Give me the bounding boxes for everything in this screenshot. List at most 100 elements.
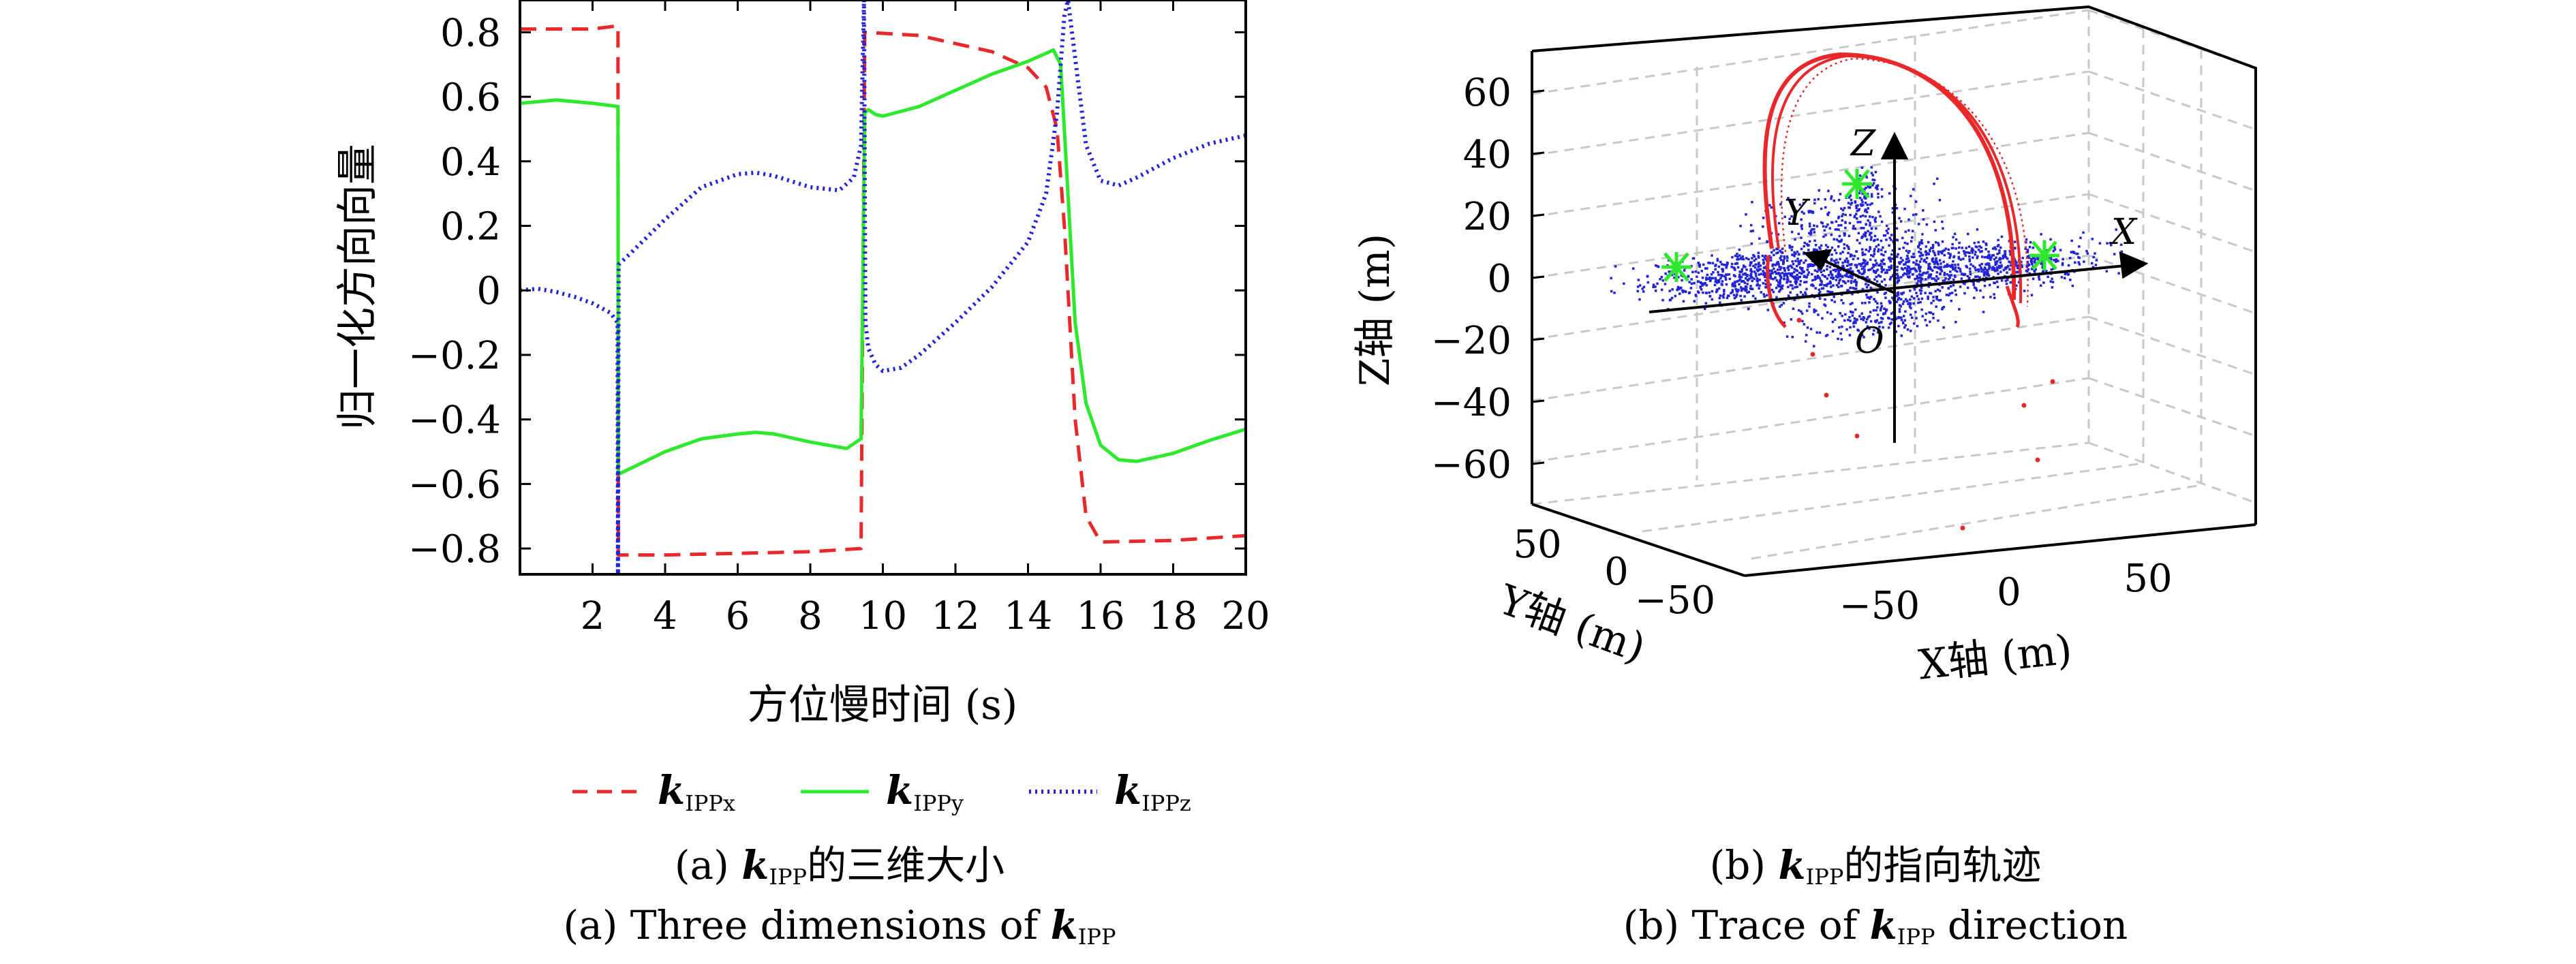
scatter-point	[2078, 245, 2081, 248]
scatter-point	[1961, 247, 1963, 249]
scatter-point	[1942, 279, 1944, 282]
scatter-point	[2034, 268, 2037, 271]
scatter-point	[1900, 316, 1903, 319]
scatter-point	[2106, 242, 2109, 245]
scatter-point	[1859, 221, 1862, 223]
scatter-point	[1740, 275, 1743, 279]
scatter-point	[1920, 279, 1922, 281]
scatter-point	[1837, 261, 1839, 264]
scatter-point	[1788, 217, 1791, 220]
scatter-point	[1964, 254, 1967, 257]
scatter-point	[1734, 268, 1736, 271]
scatter-point	[1840, 223, 1843, 227]
scatter-point	[1817, 313, 1820, 316]
scatter-point	[2033, 270, 2036, 273]
scatter-point	[1828, 280, 1832, 283]
scatter-point	[1992, 247, 1995, 250]
scatter-point	[1954, 266, 1957, 269]
scatter-point	[1880, 249, 1883, 251]
scatter-point	[1837, 198, 1841, 202]
scatter-point	[1783, 269, 1786, 273]
scatter-point	[1712, 271, 1715, 274]
scatter-point	[1847, 202, 1850, 204]
scatter-point	[2091, 238, 2094, 240]
scatter-point	[1642, 285, 1646, 289]
scatter-point	[1791, 287, 1794, 290]
scatter-point	[1850, 270, 1854, 273]
scatter-point	[1915, 292, 1918, 294]
scatter-point	[2000, 279, 2004, 282]
scatter-point	[2064, 277, 2066, 279]
scatter-point	[1983, 255, 1987, 259]
scatter-point	[1826, 277, 1828, 280]
scatter-point	[1676, 288, 1678, 292]
scatter-point	[1843, 247, 1846, 250]
scatter-point	[1697, 262, 1700, 264]
scatter-point	[2045, 270, 2048, 273]
scatter-point	[1742, 264, 1745, 267]
scatter-point	[1749, 264, 1751, 267]
scatter-point	[1777, 263, 1780, 266]
scatter-point	[1840, 207, 1843, 210]
scatter-point	[1891, 211, 1895, 214]
chart-b-green-markers	[1661, 169, 2059, 282]
scatter-point	[1933, 277, 1935, 280]
scatter-point	[1773, 249, 1775, 252]
scatter-point	[1982, 311, 1985, 313]
scatter-point	[1847, 261, 1850, 264]
scatter-point	[1905, 268, 1909, 272]
scatter-point	[1818, 277, 1822, 280]
scatter-point	[2053, 248, 2057, 251]
scatter-point	[1688, 281, 1691, 283]
marker-star-3	[2029, 240, 2059, 270]
scatter-point	[2030, 294, 2034, 296]
scatter-point	[1813, 269, 1817, 272]
scatter-point	[1849, 213, 1852, 217]
scatter-point	[1766, 240, 1769, 243]
scatter-point	[1925, 312, 1928, 315]
scatter-point	[1832, 268, 1835, 272]
scatter-point	[1933, 251, 1936, 255]
scatter-point	[1837, 228, 1840, 231]
scatter-point	[1918, 289, 1922, 292]
scatter-point	[1933, 220, 1936, 223]
scatter-point	[1924, 319, 1927, 322]
scatter-point	[1632, 267, 1635, 270]
scatter-point	[1880, 305, 1884, 308]
scatter-point	[2027, 264, 2030, 267]
scatter-point	[1816, 270, 1819, 273]
scatter-point	[1704, 302, 1708, 305]
scatter-point	[1796, 285, 1799, 288]
scatter-point	[1780, 251, 1783, 253]
scatter-point	[1939, 272, 1942, 275]
scatter-point	[1884, 250, 1887, 253]
scatter-point	[1827, 274, 1830, 277]
scatter-point	[1738, 254, 1741, 257]
scatter-point	[1867, 268, 1870, 272]
scatter-point	[1866, 261, 1869, 264]
chart-b-red-scatter	[1796, 317, 2055, 531]
scatter-point	[1848, 221, 1852, 225]
scatter-point	[1659, 278, 1661, 281]
scatter-point	[1932, 299, 1935, 302]
scatter-point	[1856, 238, 1859, 242]
scatter-point	[1947, 287, 1950, 290]
scatter-point	[1839, 258, 1841, 260]
scatter-point	[1726, 273, 1729, 276]
scatter-point	[1681, 289, 1684, 292]
scatter-point	[1740, 289, 1743, 292]
chart-a-plot-frame	[519, 0, 1247, 576]
scatter-point	[1762, 217, 1765, 219]
scatter-point	[1980, 267, 1982, 270]
scatter-point	[1752, 264, 1755, 268]
scatter-point	[1890, 312, 1893, 315]
scatter-point	[1968, 277, 1971, 279]
scatter-point	[1917, 245, 1920, 248]
scatter-point	[1734, 287, 1737, 291]
scatter-point	[1788, 221, 1791, 224]
scatter-point	[1740, 298, 1743, 302]
scatter-point	[1809, 210, 1811, 213]
scatter-point	[1875, 187, 1878, 189]
scatter-point	[1906, 260, 1909, 264]
scatter-point	[1917, 223, 1920, 226]
